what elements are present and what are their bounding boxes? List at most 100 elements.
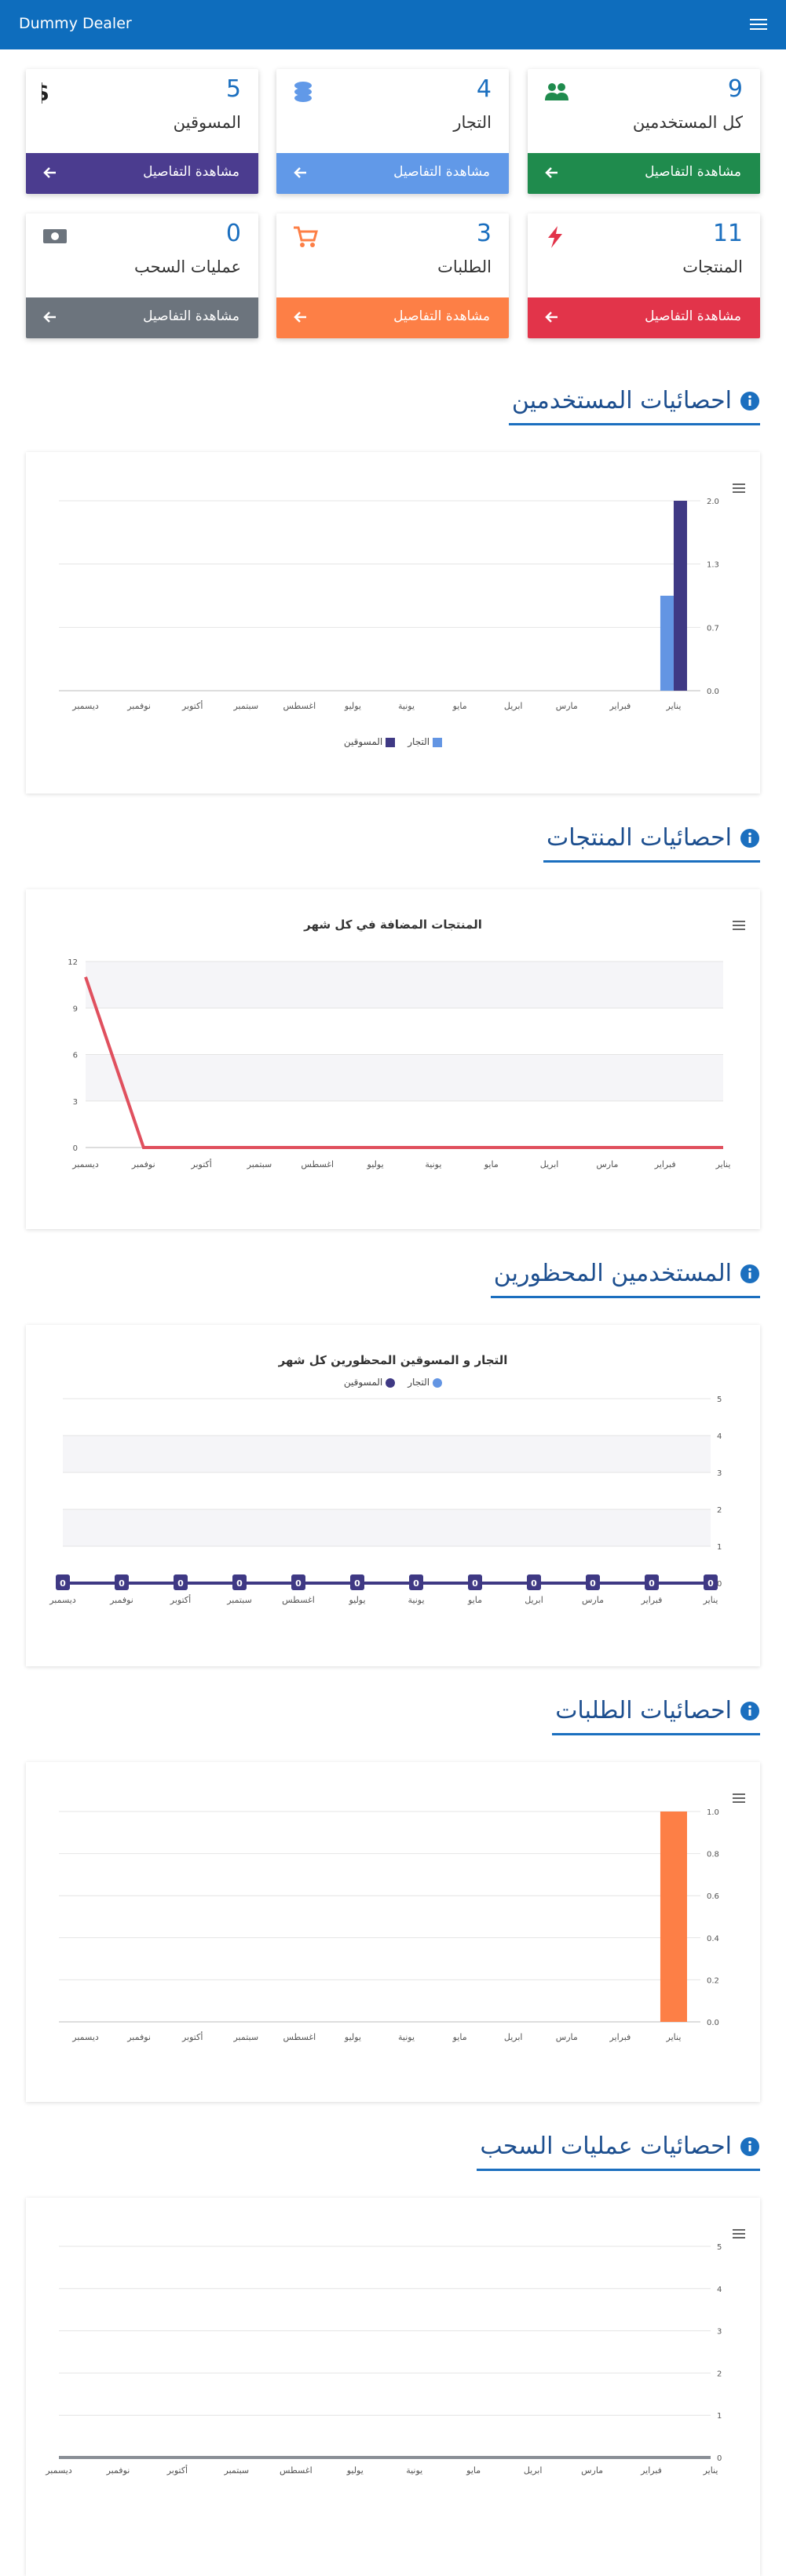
x-tick-label: اغسطس <box>282 1595 315 1605</box>
menu-toggle[interactable] <box>750 19 767 31</box>
chart-menu[interactable] <box>733 1793 745 1803</box>
x-tick-label: سبتمبر <box>232 701 258 711</box>
x-tick-label: أكتوبر <box>181 700 203 711</box>
x-tick-label: نوفمبر <box>126 701 151 711</box>
chart: 0.0 0.7 1.3 2.0 يناير فبراير مارس ابريل مايو يوني… <box>59 498 719 711</box>
x-tick-label: يناير <box>666 2032 682 2042</box>
chart: 0 1 2 3 4 5 يناير فبراير مارس ابريل مايو يونية يوليو… <box>49 1396 722 1605</box>
chart-menu[interactable] <box>733 921 745 930</box>
stat-icon <box>43 229 67 243</box>
details-text: مشاهدة التفاصيل <box>393 308 490 324</box>
details-link[interactable]: مشاهدة التفاصيل <box>276 297 509 338</box>
data-label: 0 <box>590 1578 596 1589</box>
x-tick-label: سبتمبر <box>226 1595 252 1605</box>
x-tick-label: اغسطس <box>280 2465 313 2476</box>
section-heading: احصائيات الطلبات <box>552 1697 760 1735</box>
x-tick-label: مارس <box>556 2032 578 2042</box>
x-tick-label: نوفمبر <box>109 1595 133 1605</box>
icon-part <box>294 88 312 96</box>
y-tick-label: 2.0 <box>707 498 719 506</box>
legend-item[interactable]: التجار <box>408 736 443 747</box>
stat-card: 11 المنتجات مشاهدة التفاصيل <box>528 213 760 338</box>
stat-value: 0 <box>225 220 241 247</box>
x-tick-label: فبراير <box>641 1595 663 1605</box>
x-tick-label: فبراير <box>609 2032 631 2042</box>
brand[interactable]: Dummy Dealer <box>19 15 132 32</box>
bar <box>673 501 687 691</box>
info-icon <box>740 1701 759 1720</box>
y-tick-label: 3 <box>717 2328 722 2337</box>
x-tick-label: أكتوبر <box>170 1594 191 1605</box>
section-heading: احصائيات عمليات السحب <box>477 2133 760 2171</box>
arrow <box>294 167 306 178</box>
y-tick-label: 9 <box>73 1005 78 1013</box>
info-stem <box>748 836 751 843</box>
details-link[interactable]: مشاهدة التفاصيل <box>528 297 760 338</box>
chart-menu[interactable] <box>733 483 745 493</box>
grid-band <box>63 1509 711 1546</box>
x-tick-label: ابريل <box>540 1159 559 1169</box>
x-tick-label: نوفمبر <box>106 2465 130 2476</box>
x-tick-label: يونية <box>398 2032 415 2042</box>
x-tick-label: نوفمبر <box>126 2032 151 2042</box>
info-stem <box>748 399 751 406</box>
legend: التجار المسوقين <box>26 1377 760 1388</box>
info-dot <box>748 1705 751 1708</box>
data-label-box <box>291 1574 305 1590</box>
y-tick-label: 0.7 <box>707 624 719 633</box>
x-tick-label: أكتوبر <box>181 2031 203 2042</box>
icon-part <box>558 83 565 91</box>
x-tick-label: ديسمبر <box>49 1595 76 1605</box>
legend-item[interactable]: المسوقين <box>344 736 396 747</box>
legend: التجار المسوقين <box>26 736 760 747</box>
legend-swatch <box>433 1377 443 1388</box>
x-tick-label: ابريل <box>504 2032 523 2042</box>
x-tick-label: يوليو <box>367 1159 384 1169</box>
x-tick-label: سبتمبر <box>247 1159 272 1169</box>
x-tick-label: يوليو <box>344 2032 361 2042</box>
x-tick-label: يناير <box>703 1595 718 1605</box>
x-tick-label: مارس <box>581 2465 603 2476</box>
arrow-icon <box>294 167 306 178</box>
details-link[interactable]: مشاهدة التفاصيل <box>528 153 760 194</box>
chart-box: 0 1 2 3 4 5 يناير فبراير مارس ابريل مايو يونية يوليو… <box>26 2198 760 2576</box>
line <box>84 976 723 1149</box>
arrow-icon <box>43 312 56 323</box>
y-tick-label: 1.3 <box>707 561 719 570</box>
data-label-box <box>586 1574 600 1590</box>
legend-item[interactable]: المسوقين <box>344 1377 396 1388</box>
chart: 0 3 6 9 12 يناير فبراير مارس ابريل مايو يونية يوليو… <box>68 958 730 1169</box>
stat-label: التجار <box>453 113 492 132</box>
details-text: مشاهدة التفاصيل <box>645 308 741 324</box>
x-tick-label: اغسطس <box>283 701 316 711</box>
chart: 0 1 2 3 4 5 يناير فبراير مارس ابريل مايو يونية يوليو… <box>45 2243 722 2476</box>
icon-part <box>294 94 312 102</box>
data-label: 0 <box>60 1578 66 1589</box>
chart-box: التجار المسوقين 0.0 0.7 1.3 2.0 يناير فبراير مار… <box>26 452 760 794</box>
arrow-icon <box>545 167 558 178</box>
details-link[interactable]: مشاهدة التفاصيل <box>276 153 509 194</box>
x-tick-label: ديسمبر <box>71 701 99 711</box>
details-link[interactable]: مشاهدة التفاصيل <box>26 153 258 194</box>
chart: 0.0 0.2 0.4 0.6 0.8 1.0 يناير فبراير مارس ابريل ما… <box>59 1808 719 2042</box>
bar <box>660 596 674 691</box>
stat-label: الطلبات <box>437 257 492 276</box>
y-tick-label: 1 <box>717 2412 722 2421</box>
stat-label: المسوقين <box>173 113 241 132</box>
x-tick-label: نوفمبر <box>131 1159 155 1169</box>
chart-menu[interactable] <box>733 2229 745 2238</box>
stat-icon <box>548 226 562 248</box>
stat-card: 4 التجار مشاهدة التفاصيل <box>276 69 509 194</box>
legend-swatch <box>386 737 396 747</box>
details-link[interactable]: مشاهدة التفاصيل <box>26 297 258 338</box>
info-icon <box>740 2136 759 2156</box>
x-tick-label: مارس <box>582 1595 604 1605</box>
info-dot <box>748 2140 751 2144</box>
data-label: 0 <box>177 1578 184 1589</box>
y-tick-label: 2 <box>717 1506 722 1515</box>
data-label: 0 <box>472 1578 478 1589</box>
x-tick-label: ديسمبر <box>71 2032 99 2042</box>
data-label-box <box>704 1574 718 1590</box>
y-tick-label: 3 <box>73 1098 78 1107</box>
legend-item[interactable]: التجار <box>408 1377 443 1388</box>
